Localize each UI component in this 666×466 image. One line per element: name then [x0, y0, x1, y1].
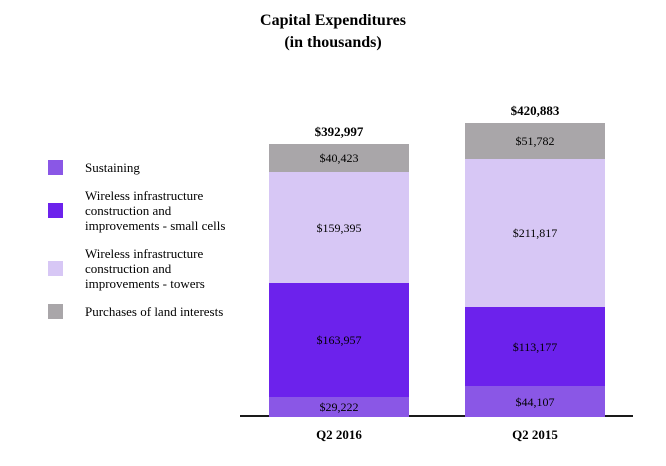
- segment-value-label: $51,782: [515, 134, 555, 148]
- stacked-bar-q2-2016: $392,997 $40,423 $159,395 $163,957 $29,222 Q2…: [269, 124, 409, 442]
- legend-label-towers: Wireless infrastructure construction and…: [85, 246, 205, 291]
- legend-item-towers: Wireless infrastructure construction and…: [48, 246, 238, 291]
- chart-title: Capital Expenditures (in thousands): [0, 10, 666, 54]
- legend-swatch-towers: [48, 261, 63, 276]
- x-axis-category-label: Q2 2016: [316, 427, 362, 442]
- chart-title-line1: Capital Expenditures: [260, 12, 406, 29]
- bar-segment-towers: $211,817: [465, 159, 605, 307]
- bar-segment-sustaining: $44,107: [465, 386, 605, 417]
- bar-total-label: $420,883: [510, 103, 560, 118]
- segment-value-label: $163,957: [316, 333, 362, 347]
- legend-item-small-cells: Wireless infrastructure construction and…: [48, 188, 238, 233]
- bar-segment-towers: $159,395: [269, 172, 409, 283]
- segment-value-label: $159,395: [316, 220, 362, 235]
- x-axis-category-label: Q2 2015: [512, 427, 558, 442]
- legend-swatch-small-cells: [48, 203, 63, 218]
- chart-title-line2: (in thousands): [284, 34, 382, 51]
- segment-value-label: $44,107: [515, 394, 555, 409]
- legend-item-sustaining: Sustaining: [48, 160, 238, 175]
- legend-item-land-interests: Purchases of land interests: [48, 304, 238, 319]
- legend-label-land-interests: Purchases of land interests: [85, 304, 224, 319]
- x-axis-line: [240, 415, 633, 417]
- legend-label-small-cells: Wireless infrastructure construction and…: [85, 188, 226, 233]
- chart-legend: Sustaining Wireless infrastructure constr…: [48, 160, 238, 319]
- bar-segment-small-cells: $163,957: [269, 283, 409, 397]
- segment-value-label: $211,817: [512, 226, 558, 240]
- segment-value-label: $40,423: [319, 151, 359, 165]
- legend-swatch-sustaining: [48, 160, 63, 175]
- stacked-bar-q2-2015: $420,883 $51,782 $211,817 $113,177 $44,107 Q2…: [465, 103, 605, 442]
- bar-total-label: $392,997: [314, 124, 364, 139]
- segment-value-label: $29,222: [319, 400, 359, 414]
- legend-label-sustaining: Sustaining: [85, 160, 140, 175]
- segment-value-label: $113,177: [512, 339, 558, 354]
- bar-segment-sustaining: $29,222: [269, 397, 409, 417]
- legend-swatch-land-interests: [48, 304, 63, 319]
- bar-segment-land-interests: $40,423: [269, 144, 409, 172]
- bar-segment-small-cells: $113,177: [465, 307, 605, 386]
- bar-segment-land-interests: $51,782: [465, 123, 605, 159]
